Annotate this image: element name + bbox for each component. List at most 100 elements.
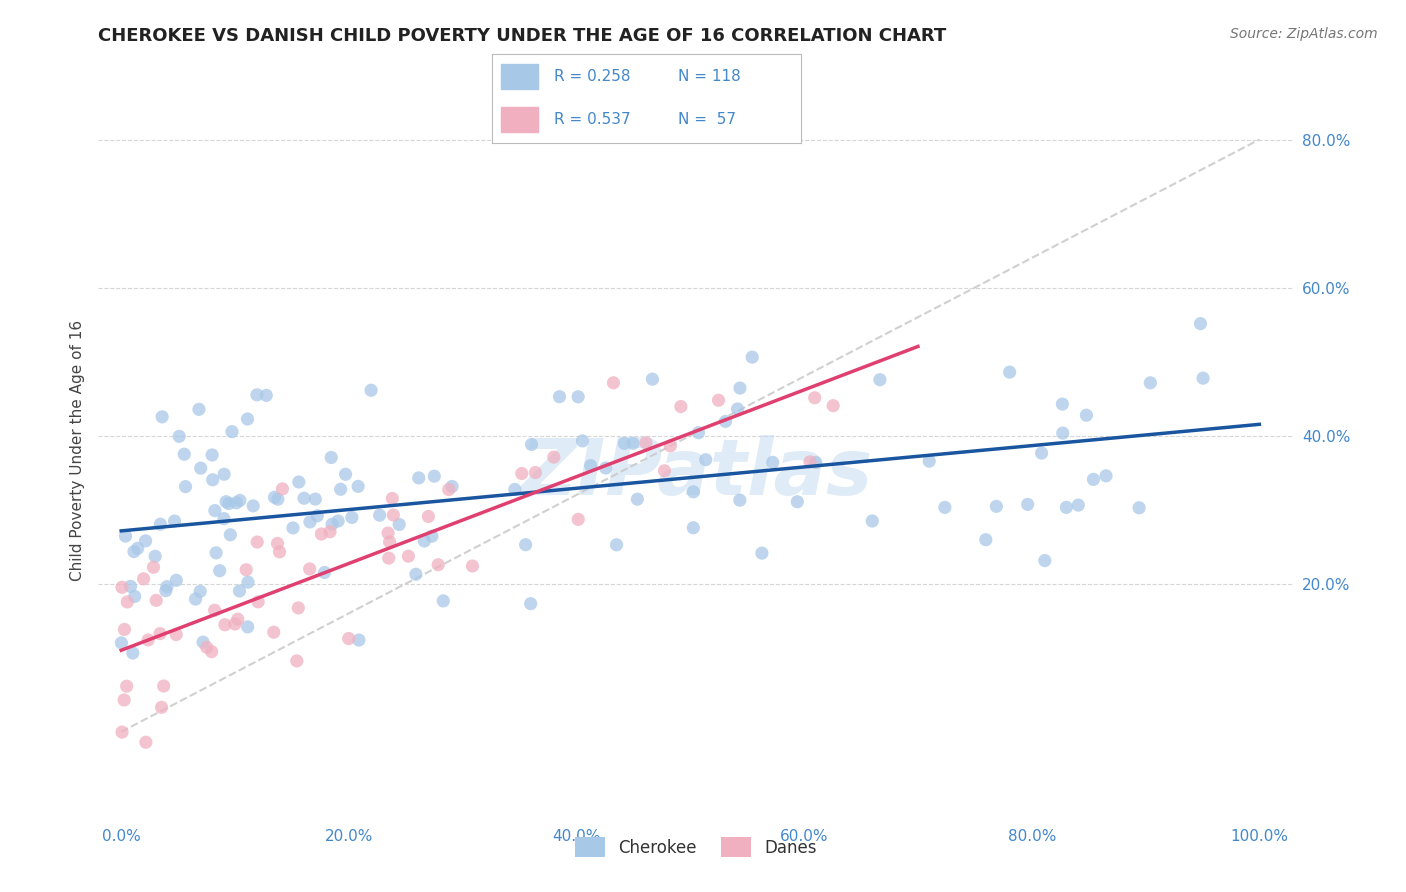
Point (382, 508, 405, 522)
Point (548, 390, 571, 404)
Point (515, 538, 537, 552)
Point (298, 515, 321, 529)
Point (314, 566, 336, 580)
Point (204, 503, 226, 517)
Point (174, 480, 197, 494)
Point (152, 679, 174, 693)
Point (149, 626, 172, 640)
Point (285, 654, 308, 668)
Point (1139, 376, 1161, 390)
Point (173, 447, 195, 461)
Point (602, 376, 624, 390)
Point (974, 533, 997, 547)
Point (163, 514, 186, 528)
Point (247, 595, 270, 609)
Point (803, 391, 825, 405)
Point (1095, 468, 1118, 483)
Point (201, 473, 224, 487)
Point (613, 436, 636, 450)
Point (311, 527, 333, 541)
Point (215, 494, 238, 508)
Point (860, 514, 883, 528)
Point (326, 514, 349, 528)
Point (201, 448, 224, 462)
Point (432, 594, 454, 608)
Point (751, 546, 773, 560)
Point (190, 461, 212, 475)
Point (695, 452, 717, 467)
Point (117, 595, 139, 609)
Point (281, 521, 304, 535)
Point (114, 529, 136, 543)
Point (329, 483, 352, 497)
Point (165, 574, 187, 588)
Point (212, 511, 235, 525)
Point (135, 533, 157, 548)
Point (167, 429, 190, 443)
Point (150, 409, 173, 424)
Point (337, 632, 360, 646)
Point (111, 725, 134, 739)
Point (120, 579, 142, 593)
Point (246, 535, 269, 549)
Point (188, 402, 211, 417)
Point (1128, 500, 1150, 515)
Point (786, 495, 808, 509)
Point (427, 558, 450, 572)
Point (1067, 498, 1090, 512)
Point (461, 559, 484, 574)
Point (728, 493, 751, 508)
Point (321, 450, 343, 465)
Point (145, 593, 167, 607)
Text: CHEROKEE VS DANISH CHILD POVERTY UNDER THE AGE OF 16 CORRELATION CHART: CHEROKEE VS DANISH CHILD POVERTY UNDER T… (98, 27, 946, 45)
Point (208, 564, 231, 578)
Point (269, 545, 291, 559)
Point (191, 635, 214, 649)
Bar (502, 64, 538, 89)
Point (271, 482, 294, 496)
Point (127, 541, 149, 556)
Point (1192, 371, 1215, 385)
Point (503, 483, 526, 497)
Bar (502, 107, 538, 132)
Point (998, 365, 1021, 379)
Point (707, 393, 730, 408)
Point (437, 483, 460, 497)
Point (420, 529, 443, 543)
Point (1017, 497, 1039, 511)
Point (236, 620, 259, 634)
Point (156, 580, 179, 594)
Text: R = 0.258: R = 0.258 (554, 70, 630, 84)
Point (340, 510, 363, 524)
Point (621, 436, 644, 450)
Point (1083, 472, 1105, 486)
Point (304, 492, 326, 507)
Point (298, 562, 321, 576)
Point (418, 509, 440, 524)
Point (124, 590, 146, 604)
Point (799, 455, 821, 469)
Point (377, 526, 399, 541)
Point (143, 549, 166, 564)
Text: N =  57: N = 57 (678, 112, 735, 127)
Point (595, 461, 617, 475)
Point (212, 467, 235, 482)
Point (519, 597, 541, 611)
Point (184, 592, 207, 607)
Point (396, 549, 419, 564)
Point (307, 508, 329, 523)
Point (381, 491, 404, 506)
Y-axis label: Child Poverty Under the Age of 16: Child Poverty Under the Age of 16 (69, 320, 84, 581)
Point (246, 388, 269, 402)
Point (205, 546, 228, 560)
Point (762, 455, 785, 469)
Point (266, 536, 288, 550)
Point (214, 617, 236, 632)
Point (236, 412, 259, 426)
Point (121, 646, 143, 660)
Point (634, 435, 657, 450)
Point (641, 372, 664, 386)
Point (136, 632, 159, 647)
Point (405, 567, 427, 582)
Point (110, 636, 132, 650)
